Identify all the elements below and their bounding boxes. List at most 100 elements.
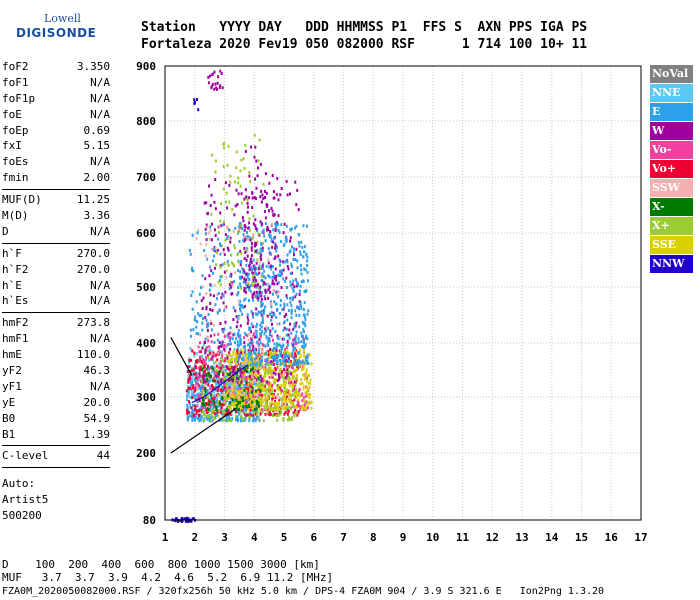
- echo-point: [253, 363, 256, 367]
- echo-point: [177, 519, 180, 523]
- echo-point: [259, 310, 262, 314]
- echo-point: [290, 342, 293, 346]
- echo-point: [308, 400, 311, 404]
- echo-point: [255, 355, 258, 359]
- echo-point: [266, 225, 269, 229]
- echo-point: [236, 203, 239, 206]
- echo-point: [246, 231, 248, 234]
- echo-point: [252, 370, 255, 374]
- echo-point: [251, 236, 254, 240]
- echo-point: [214, 414, 217, 418]
- echo-point: [256, 313, 259, 317]
- echo-point: [285, 224, 288, 228]
- echo-point: [191, 517, 194, 521]
- echo-point: [286, 343, 289, 347]
- echo-point: [275, 274, 278, 278]
- echo-point: [248, 174, 251, 178]
- echo-point: [196, 377, 199, 381]
- echo-point: [215, 371, 218, 374]
- echo-point: [260, 325, 263, 329]
- echo-point: [252, 364, 255, 368]
- echo-point: [201, 364, 204, 368]
- echo-point: [256, 283, 259, 287]
- echo-point: [273, 274, 276, 278]
- echo-point: [244, 344, 246, 348]
- parameter-group-muf: MUF(D) 11.25 M(D) 3.36 D N/A: [2, 193, 110, 241]
- parameter-divider: [2, 445, 110, 447]
- echo-point: [295, 377, 297, 381]
- echo-point: [264, 276, 267, 280]
- echo-point: [303, 348, 305, 352]
- echo-point: [269, 350, 272, 354]
- echo-point: [204, 380, 206, 384]
- echo-point: [246, 275, 249, 279]
- echo-point: [201, 374, 204, 378]
- echo-point: [264, 372, 266, 375]
- echo-point: [259, 162, 262, 166]
- echo-point: [246, 254, 249, 258]
- echo-point: [226, 359, 229, 363]
- echo-point: [304, 373, 307, 377]
- echo-point: [249, 388, 252, 391]
- echo-point: [279, 270, 281, 274]
- echo-point: [274, 402, 277, 406]
- parameter-name: h`E: [2, 278, 22, 292]
- echo-point: [245, 396, 248, 399]
- echo-point: [213, 228, 216, 232]
- echo-point: [216, 297, 218, 301]
- echo-point: [296, 375, 298, 379]
- echo-point: [268, 375, 271, 379]
- echo-point: [249, 408, 252, 412]
- echo-point: [207, 339, 210, 343]
- echo-point: [282, 277, 285, 281]
- echo-point: [244, 143, 247, 147]
- echo-point: [274, 222, 277, 226]
- legend-entry-nnw: NNW: [650, 255, 693, 273]
- echo-point: [271, 174, 274, 177]
- echo-point: [197, 383, 200, 386]
- echo-point: [240, 201, 243, 205]
- echo-point: [249, 257, 252, 261]
- echo-point: [244, 238, 247, 242]
- echo-point: [239, 324, 242, 328]
- echo-point: [289, 296, 292, 300]
- echo-point: [283, 260, 286, 264]
- echo-point: [221, 359, 224, 363]
- echo-point: [291, 271, 293, 275]
- echo-point: [243, 235, 246, 238]
- echo-point: [198, 292, 201, 296]
- echo-point: [243, 197, 246, 201]
- echo-point: [249, 403, 252, 407]
- echo-point: [256, 291, 259, 295]
- echo-point: [258, 407, 261, 411]
- echo-point: [241, 381, 244, 385]
- x-tick-label: 6: [310, 531, 317, 544]
- echo-point: [228, 373, 231, 376]
- echo-point: [188, 358, 191, 362]
- echo-point: [241, 216, 244, 220]
- echo-point: [241, 401, 244, 405]
- echo-point: [285, 352, 288, 356]
- echo-point: [242, 372, 245, 376]
- echo-point: [212, 415, 215, 419]
- echo-point: [247, 343, 250, 347]
- echo-point: [196, 404, 199, 408]
- echo-point: [295, 411, 298, 415]
- echo-point: [216, 400, 219, 404]
- x-tick-label: 2: [191, 531, 198, 544]
- echo-point: [264, 172, 267, 176]
- echo-point: [283, 386, 286, 390]
- echo-point: [190, 358, 193, 362]
- echo-point: [256, 273, 259, 277]
- echo-point: [240, 357, 243, 361]
- echo-point: [231, 391, 234, 395]
- echo-point: [289, 239, 292, 243]
- echo-point: [244, 297, 247, 301]
- echo-point: [238, 380, 241, 384]
- legend-entry-vo-: Vo-: [650, 141, 693, 159]
- echo-point: [260, 189, 263, 193]
- echo-point: [276, 245, 279, 249]
- echo-point: [205, 318, 208, 322]
- echo-point: [205, 292, 208, 295]
- echo-point: [232, 229, 235, 233]
